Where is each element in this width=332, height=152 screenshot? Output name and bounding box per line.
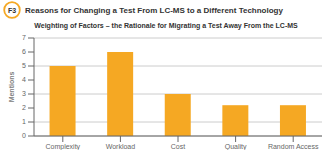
svg-text:Quality: Quality <box>225 143 247 150</box>
svg-text:Complexity: Complexity <box>45 143 80 150</box>
svg-text:F3: F3 <box>8 7 16 14</box>
svg-text:0: 0 <box>22 132 26 139</box>
svg-text:7: 7 <box>22 34 26 41</box>
svg-text:4: 4 <box>22 76 26 83</box>
svg-text:Mentions: Mentions <box>8 72 15 103</box>
svg-text:3: 3 <box>22 90 26 97</box>
svg-text:1: 1 <box>22 118 26 125</box>
svg-text:2: 2 <box>22 104 26 111</box>
svg-text:Random Access: Random Access <box>268 143 319 150</box>
html-text:Reasons for Changing a Test Fr: Reasons for Changing a Test From LC-MS t… <box>25 5 283 15</box>
svg-text:6: 6 <box>22 48 26 55</box>
html-text:Weighting of Factors – the Rat: Weighting of Factors – the Rationale for… <box>34 22 298 29</box>
svg-text:Cost: Cost <box>171 143 185 150</box>
svg-text:5: 5 <box>22 62 26 69</box>
svg-text:Workload: Workload <box>106 143 136 150</box>
